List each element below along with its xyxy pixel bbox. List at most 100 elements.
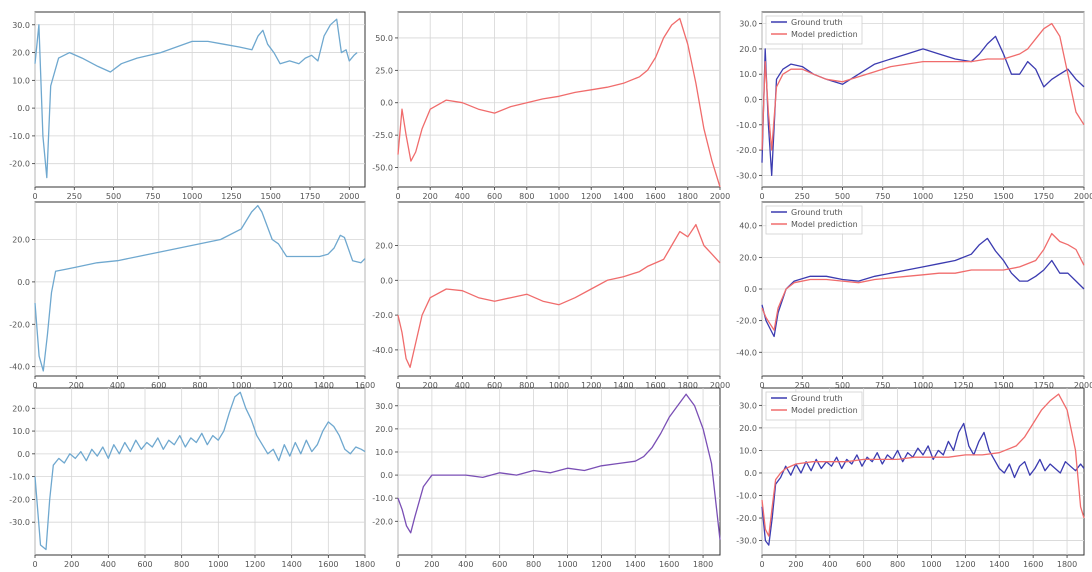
- y-tick-label: 10.0: [12, 76, 30, 85]
- x-tick-label: 1000: [913, 192, 933, 201]
- x-tick-label: 1750: [1034, 192, 1054, 201]
- chart-panel-6: 0 250 500 750 1000 1250 1500 1750 2000 -40.0 -20.0…: [736, 201, 1092, 390]
- x-tick-label: 1400: [625, 560, 645, 569]
- series-line-2: [761, 232, 1085, 331]
- y-tick-label: 20.0: [375, 425, 393, 434]
- series-line-1: [397, 223, 721, 368]
- x-tick-label: 250: [795, 381, 810, 390]
- y-tick-label: 30.0: [12, 21, 30, 30]
- x-tick-label: 800: [174, 560, 189, 569]
- y-tick-label: 0.0: [380, 276, 393, 285]
- y-tick-label: 0.0: [17, 104, 30, 113]
- x-tick-label: 0: [32, 560, 37, 569]
- y-tick-label: -20.0: [736, 514, 757, 523]
- y-tick-label: 20.0: [739, 45, 757, 54]
- y-tick-label: -40.0: [736, 348, 757, 357]
- legend-label: Model prediction: [791, 220, 858, 229]
- chart-panel-1: 0 250 500 750 1000 1250 1500 1750 2000 -20.0 -10.0…: [9, 11, 366, 201]
- x-tick-label: 400: [822, 560, 837, 569]
- x-tick-label: 600: [856, 560, 871, 569]
- x-tick-label: 1200: [581, 192, 601, 201]
- legend-label: Ground truth: [791, 208, 843, 217]
- x-tick-label: 1750: [300, 192, 320, 201]
- legend-label: Ground truth: [791, 18, 843, 27]
- y-tick-label: -25.0: [372, 131, 393, 140]
- x-tick-label: 600: [487, 192, 502, 201]
- x-tick-label: 1600: [659, 560, 679, 569]
- x-tick-label: 400: [455, 381, 470, 390]
- y-tick-label: 0.0: [380, 99, 393, 108]
- series-line-1: [34, 391, 366, 551]
- y-tick-label: -20.0: [9, 320, 30, 329]
- x-tick-label: 200: [69, 381, 84, 390]
- chart-panel-3: 0 250 500 750 1000 1250 1500 1750 2000 -30.0 -20.0…: [736, 11, 1092, 201]
- plot-area: [761, 387, 1085, 556]
- x-tick-label: 1600: [1023, 560, 1043, 569]
- x-tick-label: 2000: [339, 192, 359, 201]
- x-tick-label: 1400: [314, 381, 334, 390]
- series-line-2: [761, 22, 1085, 151]
- x-tick-label: 250: [795, 192, 810, 201]
- x-tick-label: 750: [875, 381, 890, 390]
- x-tick-label: 1000: [549, 192, 569, 201]
- y-tick-label: -20.0: [372, 311, 393, 320]
- series-line-1: [397, 393, 721, 540]
- x-tick-label: 1800: [693, 560, 713, 569]
- x-tick-label: 1000: [913, 381, 933, 390]
- x-tick-label: 1800: [678, 192, 698, 201]
- y-tick-label: 30.0: [739, 20, 757, 29]
- x-tick-label: 400: [458, 560, 473, 569]
- x-tick-label: 800: [519, 381, 534, 390]
- legend-label: Model prediction: [791, 30, 858, 39]
- y-tick-label: -10.0: [736, 492, 757, 501]
- legend: Ground truth Model prediction: [765, 15, 863, 45]
- x-tick-label: 200: [64, 560, 79, 569]
- x-tick-label: 1000: [208, 560, 228, 569]
- x-tick-label: 200: [423, 381, 438, 390]
- y-tick-label: -10.0: [372, 494, 393, 503]
- x-tick-label: 0: [395, 560, 400, 569]
- x-tick-label: 2000: [1074, 192, 1092, 201]
- y-tick-label: -10.0: [9, 132, 30, 141]
- y-tick-label: -40.0: [372, 346, 393, 355]
- y-tick-label: -20.0: [9, 495, 30, 504]
- x-tick-label: 600: [492, 560, 507, 569]
- x-tick-label: 0: [759, 560, 764, 569]
- x-tick-label: 0: [395, 192, 400, 201]
- x-tick-label: 2000: [710, 192, 730, 201]
- y-tick-label: 20.0: [375, 242, 393, 251]
- x-tick-label: 400: [455, 192, 470, 201]
- x-tick-label: 0: [32, 381, 37, 390]
- x-tick-label: 1600: [645, 192, 665, 201]
- x-tick-label: 800: [519, 192, 534, 201]
- x-tick-label: 800: [890, 560, 905, 569]
- x-tick-label: 0: [395, 381, 400, 390]
- x-tick-label: 2000: [1074, 381, 1092, 390]
- y-tick-label: 0.0: [744, 96, 757, 105]
- x-tick-label: 200: [424, 560, 439, 569]
- y-tick-label: 0.0: [744, 285, 757, 294]
- x-tick-label: 250: [67, 192, 82, 201]
- x-tick-label: 200: [788, 560, 803, 569]
- x-tick-label: 1500: [261, 192, 281, 201]
- y-tick-label: -30.0: [736, 537, 757, 546]
- x-tick-label: 1200: [955, 560, 975, 569]
- series-line-1: [761, 422, 1085, 546]
- plot-area: [34, 387, 366, 556]
- x-tick-label: 500: [106, 192, 121, 201]
- x-tick-label: 1200: [245, 560, 265, 569]
- legend-label: Model prediction: [791, 406, 858, 415]
- y-tick-label: 10.0: [739, 70, 757, 79]
- legend-label: Ground truth: [791, 394, 843, 403]
- y-tick-label: 10.0: [375, 448, 393, 457]
- x-tick-label: 1000: [182, 192, 202, 201]
- y-tick-label: 20.0: [739, 253, 757, 262]
- series-line-1: [397, 17, 721, 188]
- y-tick-label: -50.0: [372, 164, 393, 173]
- x-tick-label: 1000: [549, 381, 569, 390]
- x-tick-label: 1400: [989, 560, 1009, 569]
- x-tick-label: 1500: [993, 192, 1013, 201]
- plot-area: [34, 11, 366, 188]
- chart-panel-4: 0 200 400 600 800 1000 1200 1400 1600 -40.0 -20.0 0…: [9, 201, 375, 390]
